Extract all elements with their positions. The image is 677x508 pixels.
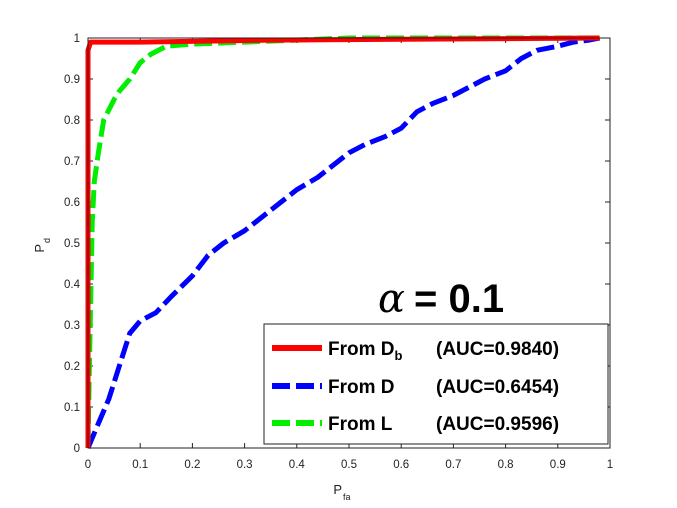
svg-text:P: P [333, 482, 342, 497]
svg-text:From D: From D [328, 377, 395, 398]
legend-item-l: From L (AUC=0.9596) [272, 414, 559, 435]
x-tick-label: 0 [85, 459, 91, 471]
svg-text:d: d [42, 238, 52, 243]
y-axis-label: P d [32, 238, 52, 253]
alpha-annotation: α = 0.1 [378, 276, 504, 322]
svg-text:(AUC=0.6454): (AUC=0.6454) [436, 377, 559, 398]
y-tick-label: 0.8 [64, 115, 80, 127]
x-tick-label: 0.1 [132, 459, 148, 471]
svg-text:P: P [32, 244, 47, 253]
x-tick-label: 0.8 [498, 459, 514, 471]
y-tick-label: 0.4 [64, 279, 81, 291]
tick-group: 0 0.1 0.2 0.3 0.4 0.5 0.6 0.7 0.8 0.9 1 0 0.1 0.2 0.3 0… [64, 33, 613, 471]
x-axis-label: P fa [333, 482, 350, 502]
y-tick-label: 0.7 [64, 156, 80, 168]
x-tick-label: 0.3 [237, 459, 253, 471]
x-tick-label: 0.7 [445, 459, 461, 471]
x-tick-label: 0.4 [289, 459, 306, 471]
x-tick-label: 1 [607, 459, 613, 471]
y-tick-label: 0.5 [64, 238, 80, 250]
legend-item-d: From D (AUC=0.6454) [272, 377, 559, 398]
x-tick-label: 0.2 [184, 459, 200, 471]
x-tick-label: 0.5 [341, 459, 357, 471]
series-line-d [85, 35, 601, 449]
y-tick-label: 0.2 [64, 361, 80, 373]
y-tick-label: 0.3 [64, 320, 80, 332]
y-tick-label: 0.9 [64, 74, 80, 86]
y-tick-label: 0.6 [64, 197, 80, 209]
alpha-value: = 0.1 [414, 277, 504, 321]
y-tick-label: 0.1 [64, 402, 80, 414]
svg-text:(AUC=0.9840): (AUC=0.9840) [436, 339, 559, 360]
legend: From Db (AUC=0.9840) From D (AUC=0.6454)… [263, 323, 609, 445]
y-tick-label: 1 [74, 33, 80, 45]
alpha-symbol: α [378, 276, 405, 322]
svg-text:From L: From L [328, 414, 393, 435]
x-tick-label: 0.6 [393, 459, 409, 471]
svg-text:From Db: From Db [328, 339, 403, 363]
legend-item-db: From Db (AUC=0.9840) [272, 339, 559, 363]
svg-text:(AUC=0.9596): (AUC=0.9596) [436, 414, 559, 435]
svg-text:fa: fa [343, 492, 351, 502]
plot-frame [87, 37, 611, 449]
x-tick-label: 0.9 [550, 459, 566, 471]
y-tick-label: 0 [74, 443, 80, 455]
